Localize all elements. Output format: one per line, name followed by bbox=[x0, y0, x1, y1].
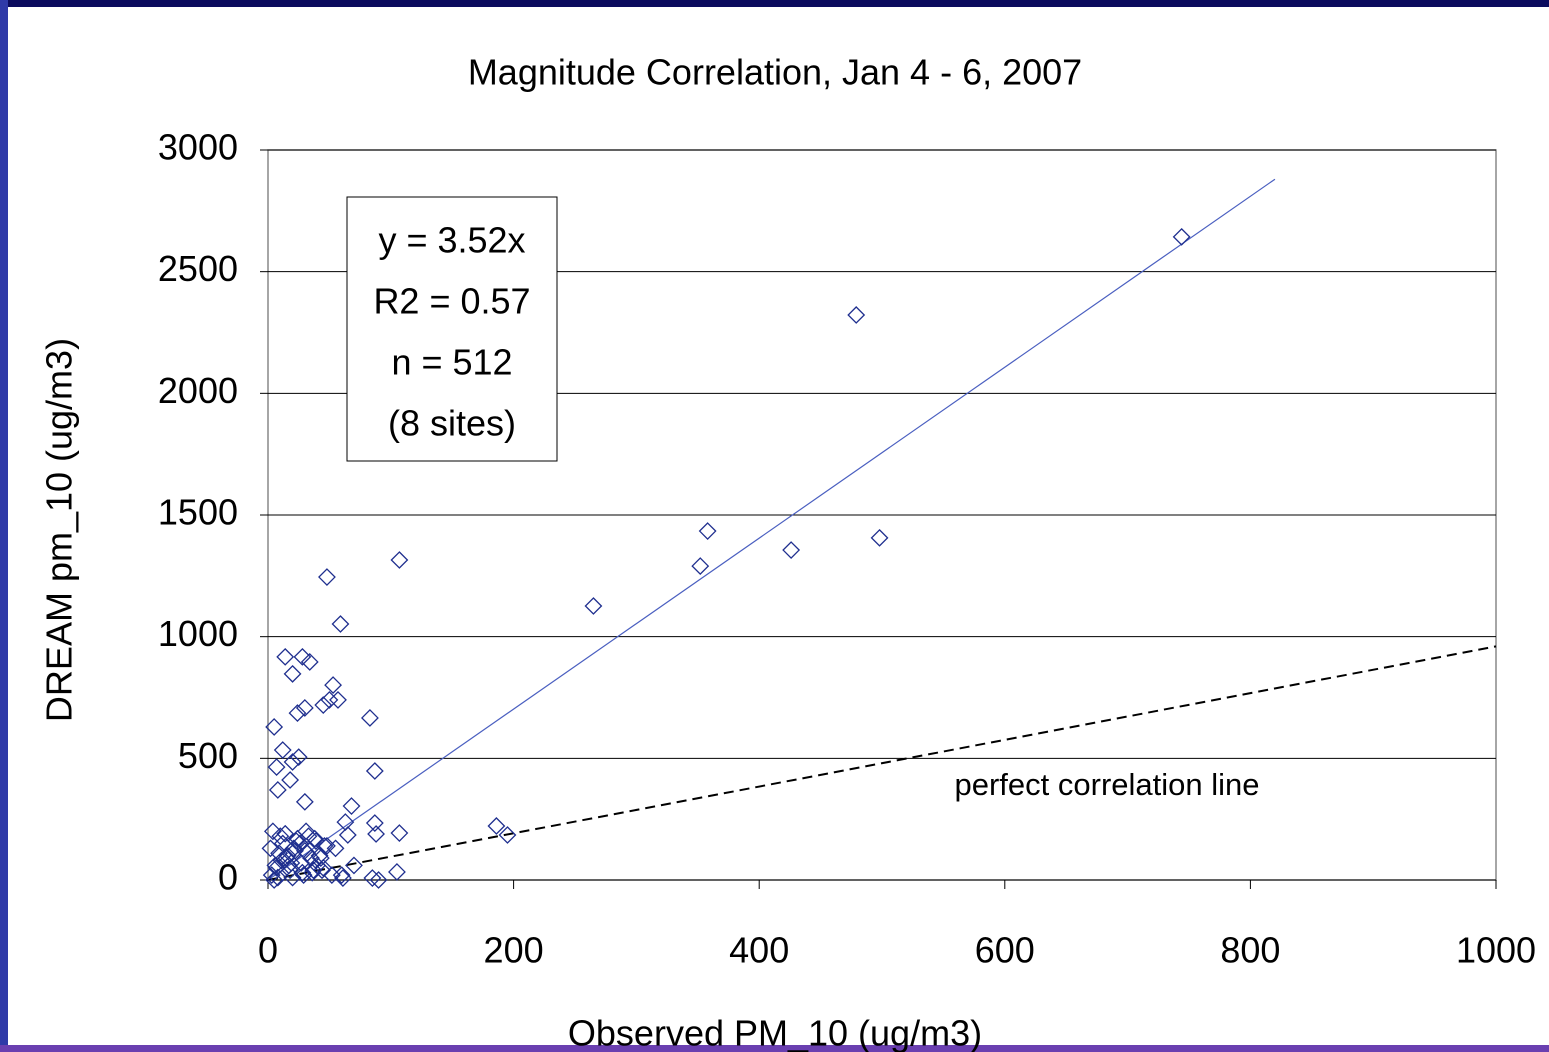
point bbox=[299, 827, 318, 846]
annotation-box bbox=[346, 196, 558, 462]
annotation-text: y = 3.52x bbox=[378, 220, 525, 261]
y-axis-label: DREAM pm_10 (ug/m3) bbox=[39, 338, 80, 722]
point bbox=[324, 676, 343, 695]
point bbox=[311, 849, 330, 868]
point bbox=[691, 557, 710, 576]
point bbox=[304, 861, 323, 880]
y-tick-label: 1500 bbox=[158, 492, 238, 533]
point bbox=[314, 696, 333, 714]
point bbox=[293, 647, 312, 666]
point bbox=[281, 771, 300, 789]
point bbox=[294, 866, 313, 885]
point bbox=[367, 825, 385, 843]
point bbox=[498, 826, 517, 844]
x-tick-label: 800 bbox=[1220, 930, 1280, 971]
x-tick-label: 1000 bbox=[1456, 930, 1536, 971]
point bbox=[288, 704, 307, 722]
point bbox=[329, 691, 347, 709]
point bbox=[331, 615, 350, 633]
point bbox=[283, 868, 302, 887]
point bbox=[276, 824, 295, 843]
y-tick-label: 500 bbox=[178, 735, 238, 776]
point bbox=[265, 718, 284, 736]
point bbox=[782, 541, 801, 559]
annotation-text: (8 sites) bbox=[388, 403, 516, 444]
point bbox=[293, 863, 312, 882]
point bbox=[308, 856, 327, 875]
y-tick-label: 3000 bbox=[158, 127, 238, 168]
point bbox=[870, 528, 889, 547]
chart-title: Magnitude Correlation, Jan 4 - 6, 2007 bbox=[468, 52, 1082, 93]
point bbox=[318, 568, 336, 586]
point bbox=[297, 822, 315, 841]
point bbox=[365, 762, 384, 780]
point bbox=[291, 834, 309, 853]
point bbox=[390, 551, 409, 569]
point bbox=[275, 851, 293, 870]
x-tick-label: 600 bbox=[975, 930, 1035, 971]
trend-line bbox=[267, 178, 1276, 881]
point bbox=[314, 858, 333, 877]
point bbox=[261, 839, 280, 858]
point bbox=[295, 699, 314, 717]
x-tick-label: 400 bbox=[729, 930, 789, 971]
point bbox=[271, 827, 290, 846]
point bbox=[263, 822, 282, 841]
line-label: perfect correlation line bbox=[955, 767, 1260, 802]
point bbox=[390, 824, 409, 842]
point bbox=[487, 817, 506, 835]
point bbox=[847, 306, 866, 324]
x-tick-label: 200 bbox=[484, 930, 544, 971]
bottom-border bbox=[0, 1045, 1549, 1052]
point bbox=[283, 753, 302, 771]
perfect-line bbox=[267, 645, 1497, 881]
point bbox=[332, 866, 351, 885]
point bbox=[306, 832, 325, 850]
point bbox=[338, 826, 357, 844]
point bbox=[268, 868, 287, 887]
y-tick-label: 2500 bbox=[158, 248, 238, 289]
point bbox=[333, 869, 352, 887]
point bbox=[273, 741, 292, 759]
y-tick-label: 0 bbox=[218, 857, 238, 898]
x-axis-label: Observed PM_10 (ug/m3) bbox=[568, 1013, 982, 1052]
point bbox=[313, 861, 331, 880]
point bbox=[272, 851, 291, 870]
left-border bbox=[0, 0, 8, 1052]
annotation-text: n = 512 bbox=[391, 342, 512, 383]
point bbox=[276, 647, 295, 666]
annotation-text: R2 = 0.57 bbox=[373, 281, 530, 322]
point bbox=[365, 814, 384, 832]
y-tick-label: 1000 bbox=[158, 613, 238, 654]
point bbox=[326, 839, 345, 858]
point bbox=[289, 748, 308, 767]
y-tick-label: 2000 bbox=[158, 370, 238, 411]
point bbox=[283, 664, 302, 683]
point bbox=[345, 856, 363, 875]
point bbox=[698, 522, 717, 540]
point bbox=[265, 871, 284, 889]
point bbox=[342, 797, 361, 815]
point bbox=[300, 653, 319, 671]
point bbox=[369, 871, 388, 889]
top-border bbox=[0, 0, 1549, 7]
point bbox=[267, 758, 286, 777]
point bbox=[278, 846, 297, 865]
x-tick-label: 0 bbox=[258, 930, 278, 971]
point bbox=[584, 597, 603, 615]
point bbox=[361, 709, 379, 727]
point bbox=[268, 781, 287, 799]
point bbox=[388, 863, 406, 881]
point bbox=[267, 858, 286, 877]
point bbox=[1172, 227, 1191, 246]
point bbox=[298, 844, 317, 863]
point bbox=[287, 832, 306, 850]
point bbox=[295, 792, 314, 811]
point bbox=[363, 869, 382, 887]
